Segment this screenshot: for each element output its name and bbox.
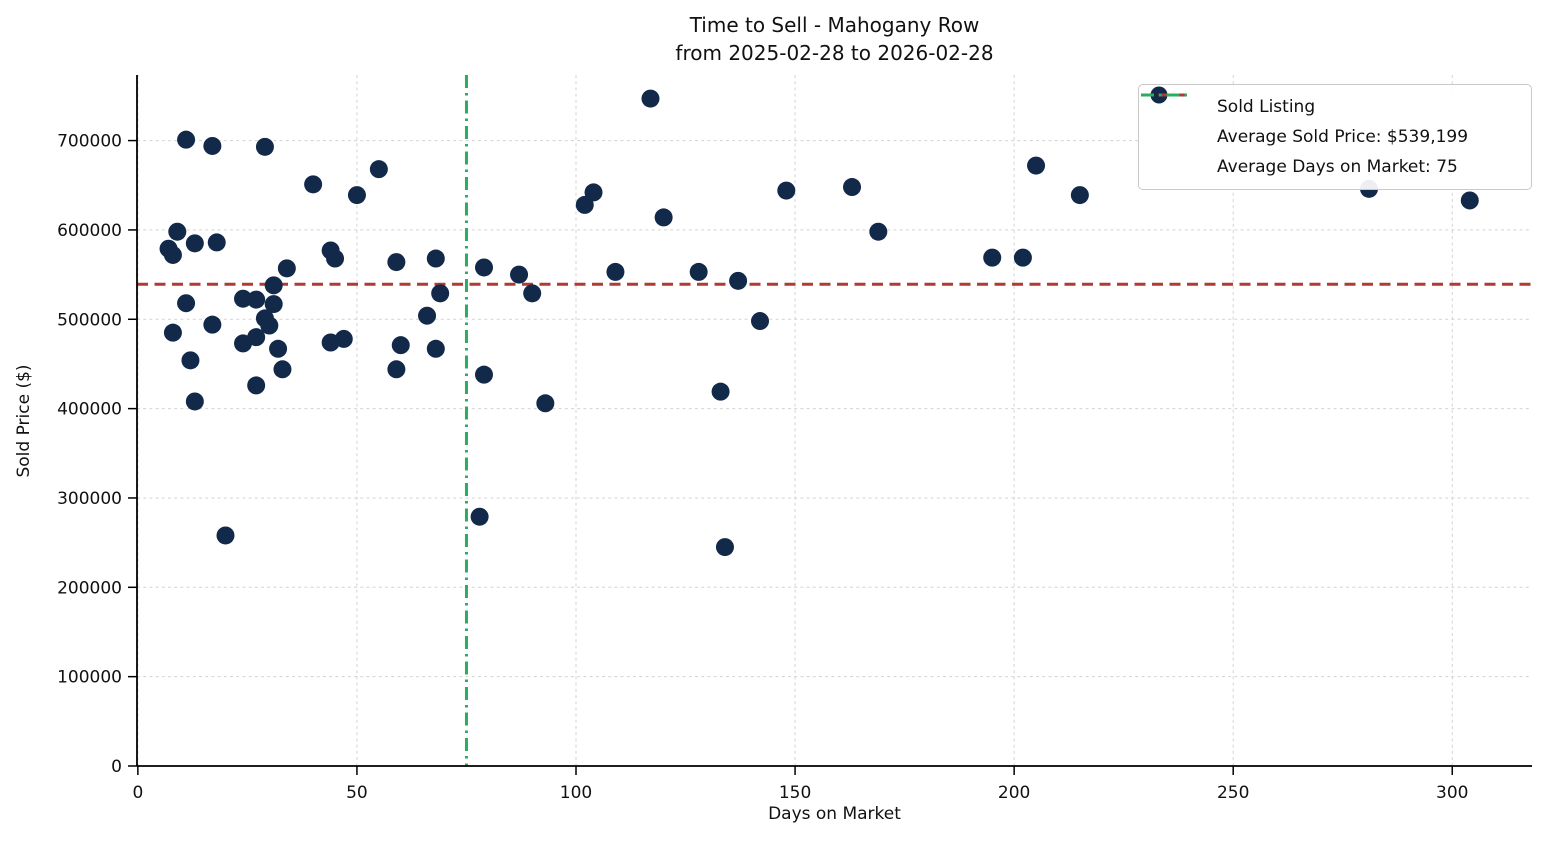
y-axis-label: Sold Price ($) [14,364,34,478]
data-point [247,376,266,395]
data-point [523,284,542,303]
data-point [510,265,529,284]
data-point [418,306,437,325]
data-point [715,538,734,557]
data-point [474,258,493,277]
chart-title-block: Time to Sell - Mahogany Row from 2025-02… [137,11,1532,67]
x-tick-label: 200 [998,783,1030,803]
data-point [185,234,204,253]
data-point [426,339,445,358]
data-point [334,329,353,348]
data-point [426,249,445,268]
y-tick-label: 200000 [57,578,122,598]
data-point [474,365,493,384]
data-point [1460,191,1479,210]
data-point [304,175,323,194]
data-point [216,526,235,545]
data-point [163,323,182,342]
data-point [641,89,660,108]
data-point [387,253,406,272]
data-point [689,262,708,281]
data-point [751,312,770,331]
data-point [247,290,266,309]
legend-item-average-sold-price: Average Sold Price: $539,199 [1141,93,1521,152]
y-tick-label: 600000 [57,221,122,241]
chart-title: Time to Sell - Mahogany Row [689,13,980,37]
data-point [711,382,730,401]
legend-label: Average Days on Market: 75 [1217,157,1458,177]
data-point [869,222,888,241]
x-tick-label: 250 [1217,783,1249,803]
data-point [347,186,366,205]
data-point [255,137,274,156]
legend: Sold Listing Average Sold Price: $539,19… [1138,84,1532,190]
data-point [654,208,673,227]
x-tick-label: 50 [346,783,368,803]
data-point [203,136,222,155]
data-point [247,328,266,347]
data-point [269,339,288,358]
y-tick-label: 700000 [57,132,122,152]
data-point [584,183,603,202]
data-point [264,276,283,295]
legend-label: Average Sold Price: $539,199 [1217,127,1469,147]
data-point [185,392,204,411]
data-point [843,178,862,197]
data-point [729,271,748,290]
y-tick-label: 400000 [57,400,122,420]
data-point [391,336,410,355]
data-point [777,181,796,200]
legend-item-sold-listing: Sold Listing [1147,86,1521,122]
data-point [470,507,489,526]
data-point [177,130,196,149]
data-point [181,351,200,370]
x-tick-label: 300 [1436,783,1468,803]
data-point [431,284,450,303]
legend-item-average-days-on-market: Average Days on Market: 75 [1141,93,1521,182]
data-point [163,245,182,264]
data-point [1070,186,1089,205]
y-tick-label: 0 [111,757,122,777]
x-tick-label: 0 [132,783,143,803]
data-point [177,294,196,313]
y-tick-label: 300000 [57,489,122,509]
y-tick-label: 500000 [57,310,122,330]
data-point [203,315,222,334]
data-point [983,248,1002,267]
data-point [326,249,345,268]
data-point [536,394,555,413]
data-point [1027,156,1046,175]
data-point [260,316,279,335]
x-tick-label: 100 [560,783,592,803]
x-axis-label: Days on Market [768,804,901,824]
data-point [575,195,594,214]
data-point [168,222,187,241]
data-point [1013,248,1032,267]
x-tick-label: 150 [779,783,811,803]
chart-subtitle: from 2025-02-28 to 2026-02-28 [675,41,994,65]
legend-label: Sold Listing [1217,97,1316,117]
data-point [264,295,283,314]
y-tick-label: 100000 [57,668,122,688]
data-point [387,360,406,379]
data-point [606,262,625,281]
data-point [234,289,253,308]
data-point [277,259,296,278]
data-point [369,160,388,179]
data-point [207,233,226,252]
data-point [273,360,292,379]
